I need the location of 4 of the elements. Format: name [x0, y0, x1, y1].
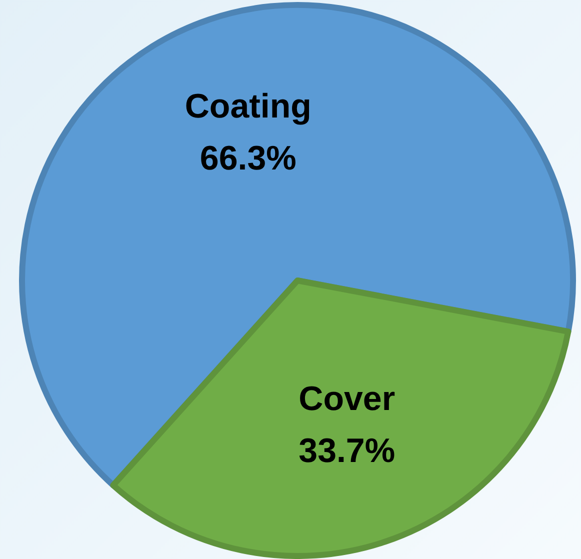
data-label: 33.7%: [298, 432, 396, 470]
slice-label: Cover: [298, 380, 396, 418]
slice-label: Coating: [184, 88, 312, 126]
data-label: 66.3%: [200, 140, 296, 178]
